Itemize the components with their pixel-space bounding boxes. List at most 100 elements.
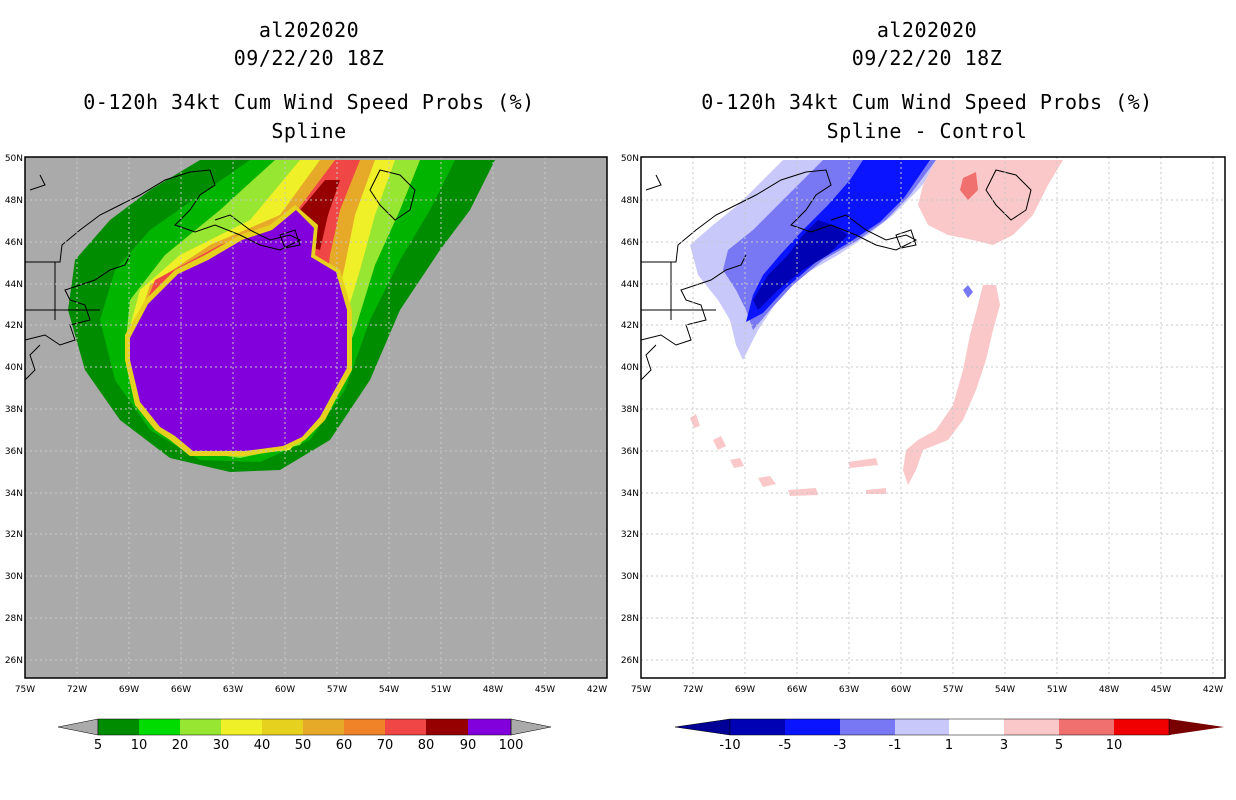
right-colorbar-box (1059, 719, 1114, 735)
right-product-title: 0-120h 34kt Cum Wind Speed Probs (%) (701, 90, 1153, 114)
left-map-figure: 75W 72W 69W 66W 63W 60W 57W 54W 51W 48W … (5, 154, 608, 753)
left-colorbar-box (221, 719, 262, 735)
right-colorbar-label: 3 (1000, 738, 1008, 753)
right-lat-label: 38N (621, 405, 639, 415)
left-storm-id: al202020 (258, 18, 360, 42)
right-contour-pos-mid-ne (960, 172, 978, 200)
right-colorbar-label: 10 (1106, 738, 1123, 753)
left-lon-label: 75W (15, 685, 35, 695)
left-lon-label: 51W (431, 685, 451, 695)
right-grid (641, 157, 1225, 678)
right-colorbar-box (785, 719, 840, 735)
right-lon-label: 72W (683, 685, 703, 695)
right-map-figure: 75W 72W 69W 66W 63W 60W 57W 54W 51W 48W … (621, 154, 1226, 753)
left-colorbar-label: 90 (460, 738, 477, 753)
right-panel: al202020 09/22/20 18Z 0-120h 34kt Cum Wi… (618, 0, 1236, 800)
right-difference-field (690, 160, 1063, 496)
left-colorbar-label: 50 (295, 738, 312, 753)
right-lat-label: 36N (621, 447, 639, 457)
right-colorbar-box (1114, 719, 1169, 735)
left-colorbar-box (180, 719, 221, 735)
left-lat-label: 34N (5, 489, 23, 499)
left-colorbar-box (468, 719, 511, 735)
right-colorbar-label: -1 (889, 738, 902, 753)
right-colorbar-extend-low (674, 718, 731, 736)
right-lon-label: 69W (735, 685, 755, 695)
left-probability-swath (68, 160, 495, 472)
left-colorbar-label: 10 (131, 738, 148, 753)
right-lon-label: 45W (1151, 685, 1171, 695)
left-colorbar-extend-high (510, 718, 552, 736)
right-contour-pos-arc3 (788, 488, 818, 496)
right-lon-label: 48W (1099, 685, 1119, 695)
left-lat-label: 46N (5, 238, 23, 248)
right-lon-label: 54W (995, 685, 1015, 695)
left-colorbar-label: 20 (172, 738, 189, 753)
right-contour-pos-arc (903, 285, 1000, 485)
right-lat-label: 30N (621, 572, 639, 582)
left-lon-label: 57W (327, 685, 347, 695)
right-colorbar-extend-high-arrow (1169, 719, 1224, 735)
right-colorbar-label: -10 (719, 738, 740, 753)
left-map-frame (24, 156, 608, 679)
right-lon-label: 63W (839, 685, 859, 695)
left-lat-label: 40N (5, 363, 23, 373)
left-lat-label: 30N (5, 572, 23, 582)
left-lat-label: 36N (5, 447, 23, 457)
left-lon-label: 48W (483, 685, 503, 695)
left-lat-label: 50N (5, 154, 23, 164)
right-lat-label: 28N (621, 614, 639, 624)
right-contour-pos-arc2 (848, 458, 878, 468)
left-datetime: 09/22/20 18Z (233, 46, 385, 70)
left-lon-label: 66W (171, 685, 191, 695)
left-colorbar-label: 80 (418, 738, 435, 753)
left-product-title: 0-120h 34kt Cum Wind Speed Probs (%) (83, 90, 535, 114)
left-lon-label: 54W (379, 685, 399, 695)
right-colorbar-box (949, 719, 1004, 735)
left-lon-labels: 75W 72W 69W 66W 63W 60W 57W 54W 51W 48W … (15, 685, 607, 695)
left-lat-label: 44N (5, 280, 23, 290)
right-colorbar-label: -3 (834, 738, 847, 753)
right-lon-label: 75W (631, 685, 651, 695)
left-lon-label: 45W (535, 685, 555, 695)
left-lat-label: 42N (5, 321, 23, 331)
right-lat-labels: 26N 28N 30N 32N 34N 36N 38N 40N 42N 44N … (621, 154, 639, 666)
right-lon-label: 42W (1203, 685, 1223, 695)
right-map-frame (640, 156, 1226, 679)
left-lat-label: 38N (5, 405, 23, 415)
right-lat-label: 26N (621, 656, 639, 666)
right-storm-id: al202020 (876, 18, 978, 42)
left-colorbar-box (426, 719, 468, 735)
left-lon-label: 42W (587, 685, 607, 695)
right-lon-label: 57W (943, 685, 963, 695)
left-panel: al202020 09/22/20 18Z 0-120h 34kt Cum Wi… (5, 18, 608, 753)
left-lon-label: 69W (119, 685, 139, 695)
right-contour-pos-arc5 (758, 476, 776, 487)
left-colorbar-box (385, 719, 426, 735)
right-lat-label: 42N (621, 321, 639, 331)
left-lon-label: 60W (275, 685, 295, 695)
right-lat-label: 40N (621, 363, 639, 373)
left-lat-label: 32N (5, 530, 23, 540)
left-colorbar-extend-low (57, 718, 99, 736)
left-colorbar-label: 100 (499, 738, 524, 753)
right-lat-label: 34N (621, 489, 639, 499)
right-coastlines (640, 169, 1032, 381)
right-lon-label: 60W (891, 685, 911, 695)
right-colorbar-box (840, 719, 895, 735)
left-lat-label: 48N (5, 196, 23, 206)
right-colorbar: -10 -5 -3 -1 1 3 5 10 (674, 718, 1224, 753)
right-contour-pos-light-ne (918, 160, 1063, 245)
right-lon-label: 51W (1047, 685, 1067, 695)
left-lat-label: 28N (5, 614, 23, 624)
right-lat-label: 46N (621, 238, 639, 248)
left-colorbar-box (303, 719, 344, 735)
right-lat-label: 44N (621, 280, 639, 290)
right-colorbar-box (1004, 719, 1059, 735)
right-lat-label: 48N (621, 196, 639, 206)
right-contour-neg-max (753, 220, 848, 310)
left-lat-labels: 26N 28N 30N 32N 34N 36N 38N 40N 42N 44N … (5, 154, 23, 666)
right-lon-labels: 75W 72W 69W 66W 63W 60W 57W 54W 51W 48W … (631, 685, 1223, 695)
right-subtitle: Spline - Control (826, 119, 1028, 143)
left-colorbar-box (344, 719, 385, 735)
